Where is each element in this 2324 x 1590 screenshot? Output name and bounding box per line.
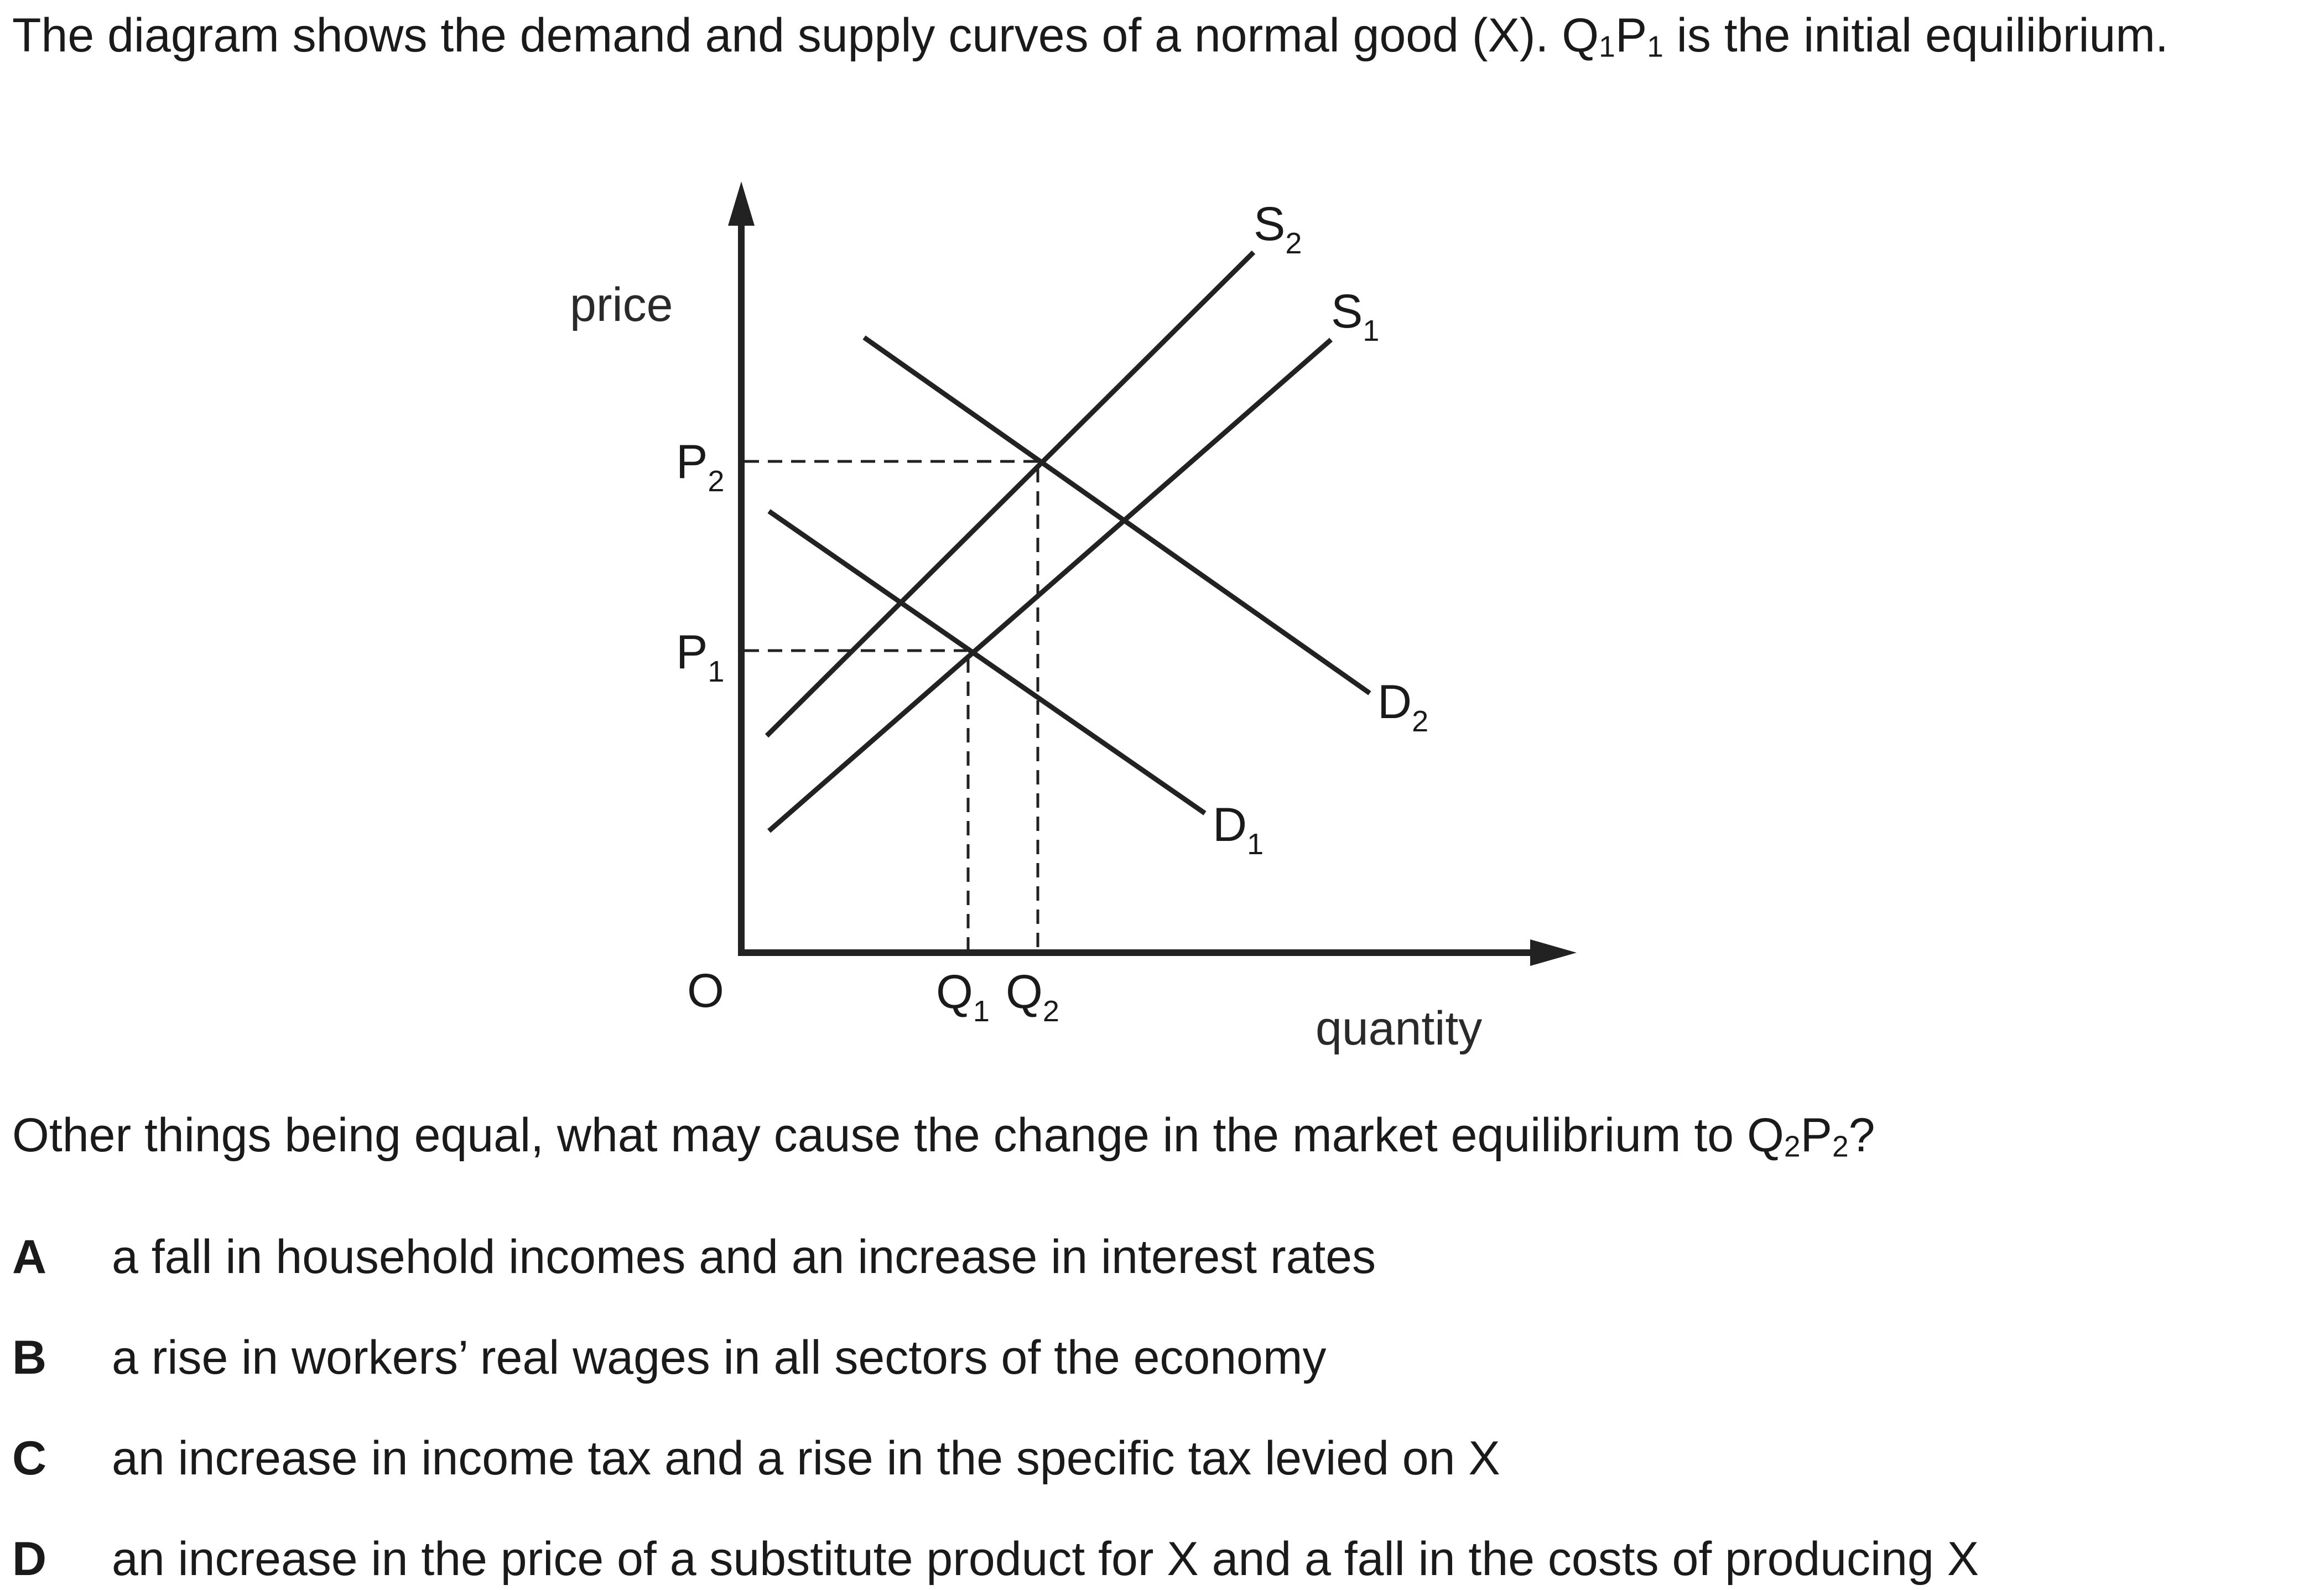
d2-label: D2 (1377, 676, 1428, 738)
p1-label: P1 (676, 626, 724, 688)
y-axis-arrow (728, 181, 755, 226)
supply-curve-s2 (765, 250, 1256, 738)
option-text: an increase in the price of a substitute… (112, 1532, 1979, 1586)
option-letter: D (12, 1532, 47, 1586)
option-text: an increase in income tax and a rise in … (112, 1432, 1500, 1485)
x-axis-arrow (1530, 939, 1577, 966)
supply-curve-s1 (767, 337, 1333, 833)
x-axis-label: quantity (1316, 1002, 1482, 1055)
option-text: a fall in household incomes and an incre… (112, 1230, 1376, 1284)
demand-curve-d2 (862, 335, 1371, 695)
d1-label: D1 (1213, 798, 1264, 861)
option-text: a rise in workers’ real wages in all sec… (112, 1331, 1327, 1384)
origin-label: O (687, 964, 724, 1017)
option-letter: C (12, 1432, 47, 1485)
q2-label: Q2 (1006, 965, 1059, 1028)
demand-curve-d1 (767, 509, 1207, 815)
intro-text: The diagram shows the demand and supply … (12, 9, 2169, 64)
option-letter: A (12, 1230, 47, 1284)
s2-label: S2 (1254, 198, 1302, 260)
q1-label: Q1 (936, 965, 990, 1028)
s1-label: S1 (1331, 285, 1379, 347)
supply-demand-diagram: price quantity O P2 P1 Q1 Q2 S2 S1 D2 D1 (570, 181, 1577, 1055)
question-text: Other things being equal, what may cause… (12, 1109, 1875, 1163)
option-letter: B (12, 1331, 47, 1384)
y-axis-label: price (570, 278, 673, 331)
p2-label: P2 (676, 435, 724, 498)
